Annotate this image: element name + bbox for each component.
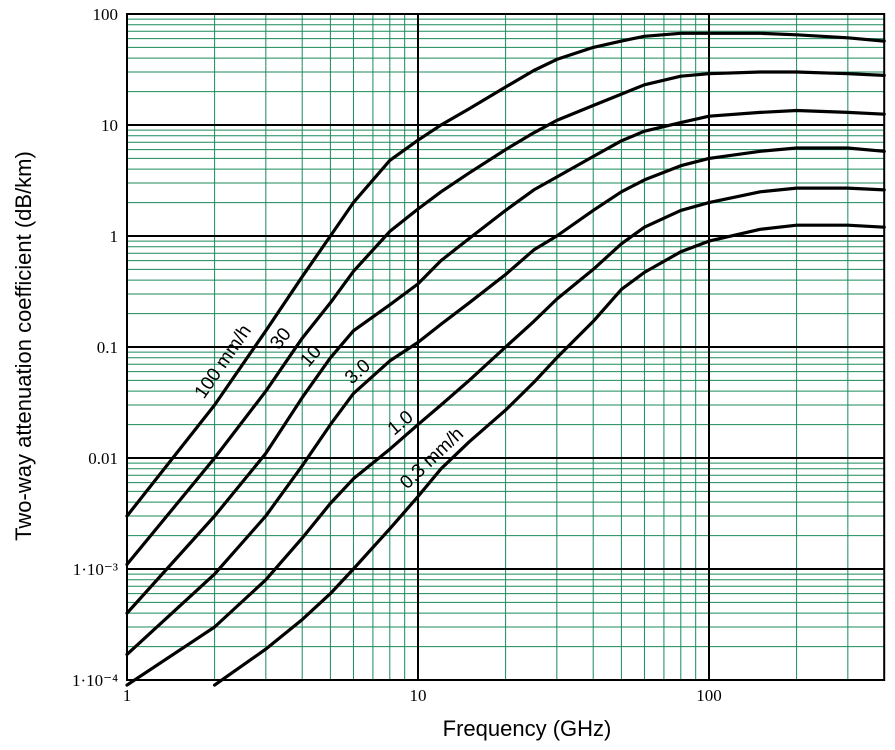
y-tick-label: 0.1: [97, 338, 118, 357]
curve-label: 3.0: [341, 355, 375, 388]
curve-100-mm-h: [125, 31, 886, 518]
curve-3-0: [125, 146, 886, 657]
x-axis-title: Frequency (GHz): [443, 716, 612, 741]
y-axis-title: Two-way attenuation coefficient (dB/km): [11, 151, 36, 541]
y-tick-label: 0.01: [88, 449, 118, 468]
y-tick-label: 1: [110, 227, 119, 246]
curve-1-0: [125, 186, 886, 687]
x-tick-label: 10: [410, 686, 427, 705]
curve-0-3-mm-h: [213, 223, 886, 687]
curve-label: 30: [266, 324, 296, 354]
major-grid: [126, 13, 886, 681]
plot-frame: [126, 13, 886, 681]
y-tick-label: 1·10⁻³: [73, 560, 118, 579]
y-tick-label: 100: [93, 5, 119, 24]
x-tick-label: 1: [123, 686, 132, 705]
curve-30: [125, 70, 886, 567]
curve-label: 1.0: [384, 407, 418, 440]
x-tick-label: 100: [696, 686, 722, 705]
y-tick-labels: 100 10 1 0.1 0.01 1·10⁻³ 1·10⁻⁴: [72, 5, 118, 690]
attenuation-curves: [125, 31, 886, 687]
curve-10: [125, 108, 886, 615]
x-tick-labels: 1 10 100: [123, 686, 722, 705]
y-tick-label: 10: [101, 116, 118, 135]
y-tick-label: 1·10⁻⁴: [72, 671, 118, 690]
